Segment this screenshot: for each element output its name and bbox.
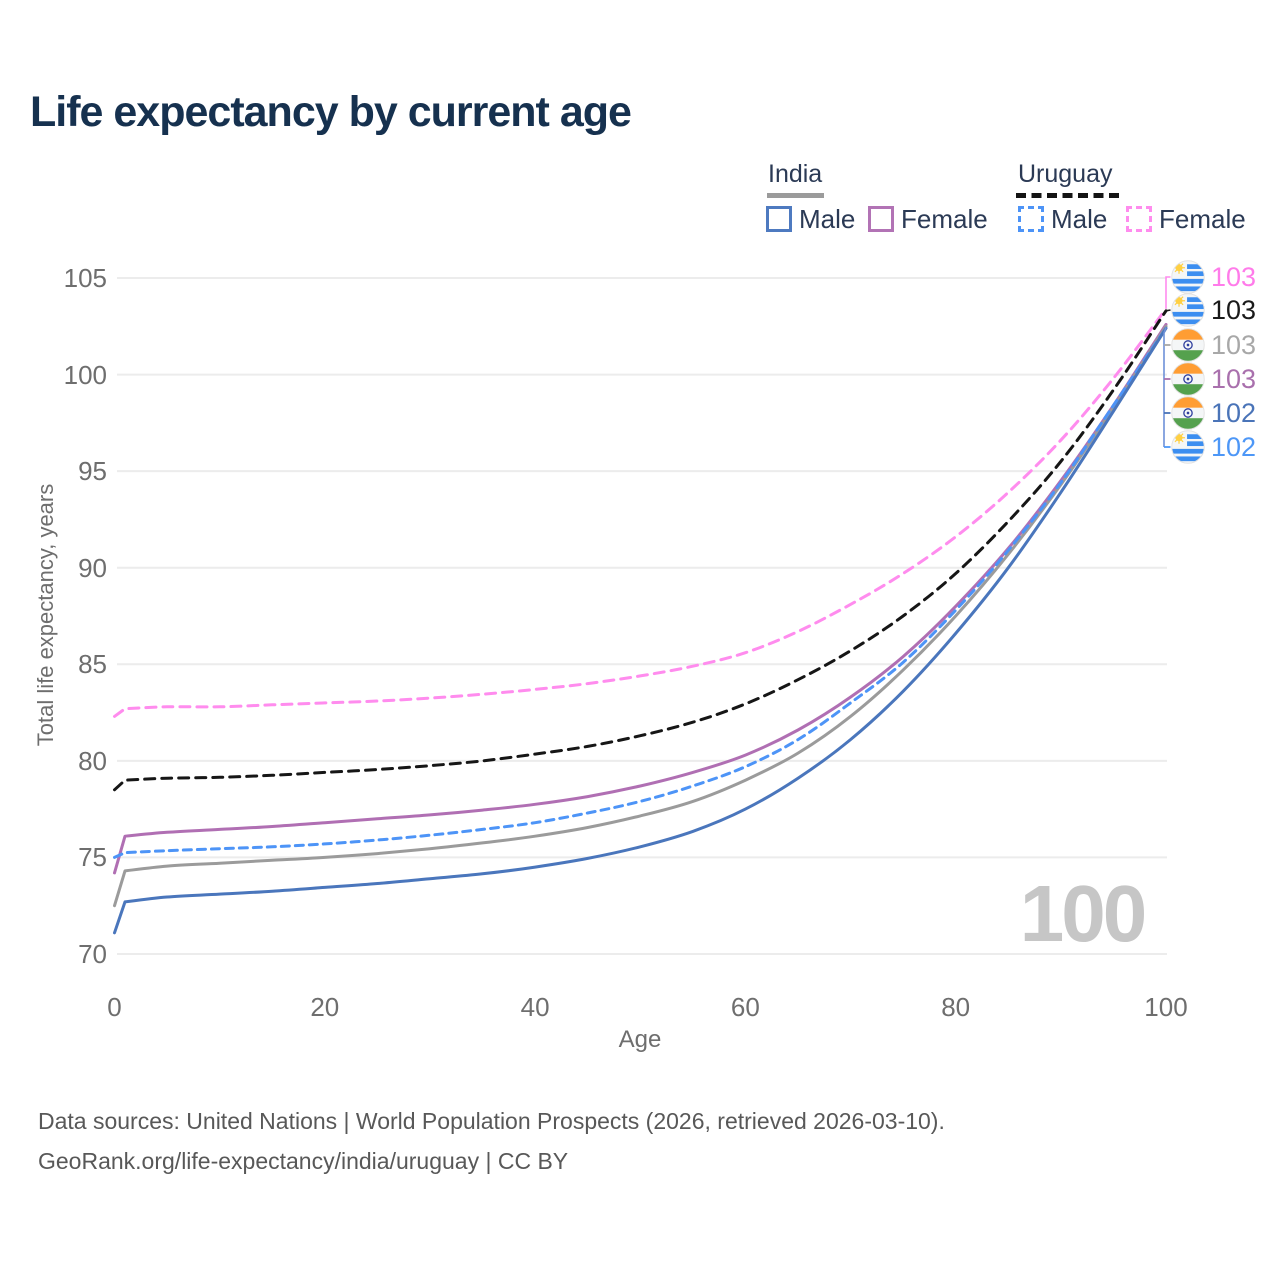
end-label-uruguay-male[interactable]: 102 bbox=[1171, 430, 1256, 464]
end-value: 102 bbox=[1211, 432, 1257, 462]
y-tick-label-80: 80 bbox=[78, 745, 107, 776]
y-axis-title: Total life expectancy, years bbox=[33, 483, 58, 747]
x-tick-label-80: 80 bbox=[941, 992, 971, 1022]
y-tick-label-100: 100 bbox=[63, 359, 107, 390]
legend-group-india-label: India bbox=[768, 160, 823, 188]
legend-swatch-uruguay-female[interactable] bbox=[1126, 206, 1152, 232]
uruguay-flag-icon bbox=[1171, 260, 1205, 294]
series-line-uruguay-male[interactable] bbox=[113, 326, 1168, 859]
end-value: 103 bbox=[1211, 295, 1257, 325]
x-tick-label-100: 100 bbox=[1144, 992, 1188, 1022]
x-tick-label-0: 0 bbox=[107, 992, 122, 1022]
end-label-india-female[interactable]: 103 bbox=[1171, 362, 1256, 396]
end-label-india-male[interactable]: 102 bbox=[1171, 396, 1256, 430]
end-value: 103 bbox=[1211, 364, 1257, 394]
legend-label-india-female[interactable]: Female bbox=[901, 204, 988, 234]
end-label-uruguay-female[interactable]: 103 bbox=[1171, 260, 1256, 294]
legend-swatch-india-female[interactable] bbox=[868, 206, 894, 232]
x-axis-title: Age bbox=[618, 1026, 662, 1053]
uruguay-flag-icon bbox=[1171, 430, 1205, 464]
end-value: 103 bbox=[1211, 262, 1257, 292]
legend-india-line-sample bbox=[767, 193, 824, 198]
y-tick-label-70: 70 bbox=[78, 939, 107, 969]
end-value: 102 bbox=[1211, 398, 1257, 428]
leader-spine bbox=[1163, 327, 1167, 447]
legend-label-india-male[interactable]: Male bbox=[799, 204, 856, 234]
series-line-india-female[interactable] bbox=[113, 322, 1168, 875]
end-value: 103 bbox=[1211, 330, 1257, 360]
legend-label-uruguay-male[interactable]: Male bbox=[1051, 204, 1108, 234]
x-tick-label-20: 20 bbox=[310, 992, 340, 1022]
age-watermark: 100 bbox=[1019, 869, 1147, 958]
series-line-uruguay-female[interactable] bbox=[113, 307, 1168, 718]
legend-swatch-india-male[interactable] bbox=[766, 206, 792, 232]
y-tick-label-95: 95 bbox=[78, 456, 107, 487]
legend-label-uruguay-female[interactable]: Female bbox=[1159, 204, 1246, 234]
y-tick-label-90: 90 bbox=[78, 552, 107, 583]
x-tick-label-60: 60 bbox=[730, 992, 760, 1022]
end-label-india-total[interactable]: 103 bbox=[1171, 328, 1256, 362]
uruguay-flag-icon bbox=[1171, 293, 1205, 327]
leader-uruguay-total bbox=[1165, 309, 1171, 312]
leader-uruguay-female bbox=[1165, 276, 1171, 309]
series-line-uruguay[interactable] bbox=[113, 309, 1168, 792]
series-line-india-male[interactable] bbox=[113, 326, 1168, 935]
legend-group-uruguay-label: Uruguay bbox=[1018, 160, 1113, 188]
data-sources-text: Data sources: United Nations | World Pop… bbox=[38, 1108, 945, 1134]
legend-swatch-uruguay-male[interactable] bbox=[1018, 206, 1044, 232]
attribution-text: GeoRank.org/life-expectancy/india/urugua… bbox=[38, 1148, 569, 1174]
series-line-india[interactable] bbox=[113, 324, 1168, 908]
page-title: Life expectancy by current age bbox=[30, 88, 632, 136]
india-flag-icon bbox=[1171, 328, 1205, 362]
x-tick-label-40: 40 bbox=[520, 992, 550, 1022]
y-tick-label-105: 105 bbox=[63, 263, 107, 293]
india-flag-icon bbox=[1171, 396, 1205, 430]
legend-uruguay-line-sample bbox=[1016, 193, 1119, 198]
y-tick-label-75: 75 bbox=[78, 842, 107, 873]
india-flag-icon bbox=[1171, 362, 1205, 396]
y-tick-label-85: 85 bbox=[78, 649, 107, 680]
end-label-uruguay-total[interactable]: 103 bbox=[1171, 293, 1256, 327]
